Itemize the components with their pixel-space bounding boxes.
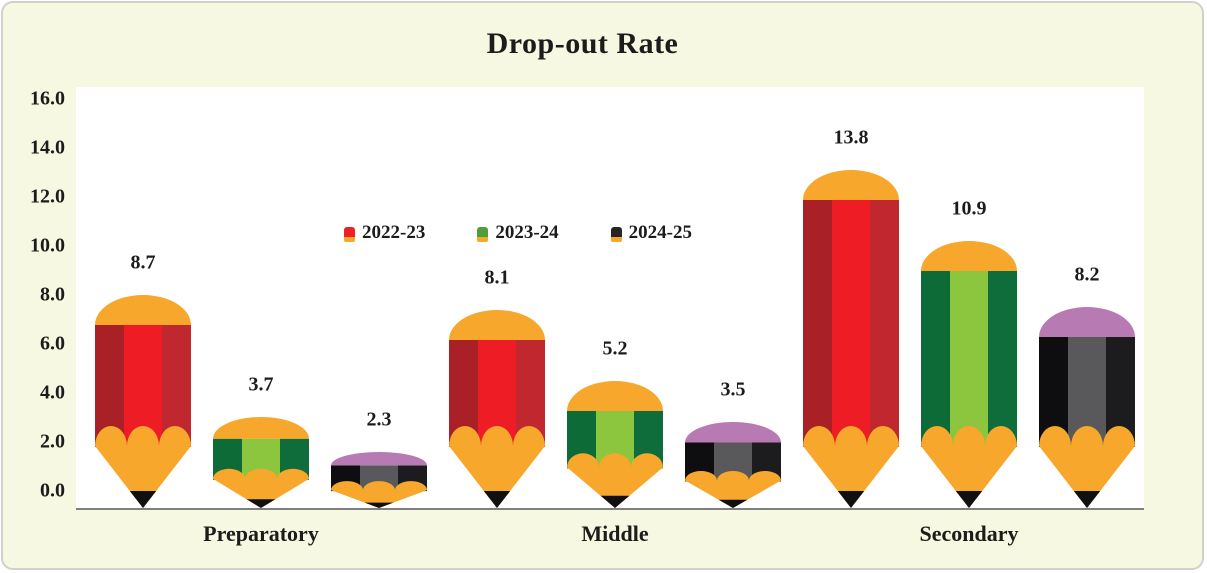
pencil-lead-tip [718,499,748,508]
pencil-wood-tip [685,471,781,508]
x-axis-category-label: Preparatory [203,521,319,546]
pencil-body-left [803,200,832,447]
legend-marker-base [344,236,355,242]
pencil-bar [685,422,781,508]
pencil-bar [213,417,309,508]
pencil-body-center [950,271,988,447]
value-label: 10.9 [951,197,987,220]
x-axis-category-label: Middle [581,521,649,546]
legend-pencil-icon [610,226,622,242]
pencil-bar [449,310,545,508]
legend-marker-top [344,226,355,237]
pencil-bar [95,295,191,508]
pencil-eraser-cap [449,310,545,340]
pencil-body-center [832,200,870,447]
pencil-eraser-cap [213,417,309,439]
y-axis-tick-label: 4.0 [40,381,65,404]
pencil-wood-tip [567,453,663,508]
y-axis-tick-label: 2.0 [40,430,65,453]
y-axis-tick-label: 10.0 [30,234,65,257]
pencil-wood-tip [449,426,545,508]
legend-pencil-icon [477,226,489,242]
value-label: 13.8 [833,126,869,149]
y-axis-tick-label: 6.0 [40,332,65,355]
legend-label: 2022-23 [362,222,426,243]
value-label: 8.2 [1074,263,1100,286]
pencil-body-left [921,271,950,447]
plot-area: 2022-23 2023-24 2024-25 8.7 8.1 13.8 3.7 5.2 10… [76,87,1144,510]
pencil-wood-tip [213,468,309,508]
legend-marker-base [477,236,489,242]
pencil-wood-tip [1039,426,1135,508]
pencil-bar [567,381,663,508]
legend-label: 2023-24 [495,222,559,243]
legend-item: 2022-23 [344,222,425,244]
pencil-bar [921,241,1017,508]
pencil-lead-tip [1073,491,1101,508]
pencil-lead-tip [837,491,865,508]
pencil-bar [331,452,427,508]
legend-marker-base [610,236,622,242]
pencil-lead-tip [600,495,630,508]
pencil-wood-tip [921,426,1017,508]
value-label: 3.5 [720,378,746,401]
pencil-eraser-cap [1039,307,1135,337]
y-axis-tick-label: 12.0 [30,185,65,208]
pencil-eraser-cap [567,381,663,411]
y-axis-tick-label: 16.0 [30,87,65,110]
value-label: 8.1 [484,266,510,289]
value-label: 5.2 [602,337,628,360]
legend: 2022-23 2023-24 2024-25 [344,222,692,244]
y-axis-tick-label: 14.0 [30,136,65,159]
legend-pencil-icon [344,226,355,242]
pencil-wood-tip [331,481,427,508]
value-label: 2.3 [366,408,392,431]
legend-item: 2023-24 [477,222,559,244]
legend-item: 2024-25 [610,222,692,244]
pencil-wood-tip [803,426,899,508]
pencil-lead-tip [246,499,276,508]
pencil-lead-tip [483,491,511,508]
y-axis-tick-label: 0.0 [40,479,65,502]
pencil-lead-tip [129,491,157,508]
chart-title: Drop-out Rate [486,27,679,60]
y-axis-tick-label: 8.0 [40,283,65,306]
pencil-eraser-cap [685,422,781,443]
value-label: 8.7 [130,251,156,274]
pencil-eraser-cap [331,452,427,466]
pencil-body-right [870,200,899,447]
pencil-bar [803,170,899,508]
legend-marker-top [477,226,489,237]
pencil-lead-tip [955,491,983,508]
pencil-body-right [988,271,1017,447]
x-axis-category-label: Secondary [919,521,1019,546]
pencil-bar [1039,307,1135,508]
pencil-eraser-cap [803,170,899,200]
legend-label: 2024-25 [628,222,692,243]
pencil-eraser-cap [95,295,191,325]
value-label: 3.7 [248,373,274,396]
pencil-lead-tip [364,502,394,508]
legend-marker-top [610,226,622,237]
pencil-eraser-cap [921,241,1017,271]
pencil-wood-tip [95,426,191,508]
